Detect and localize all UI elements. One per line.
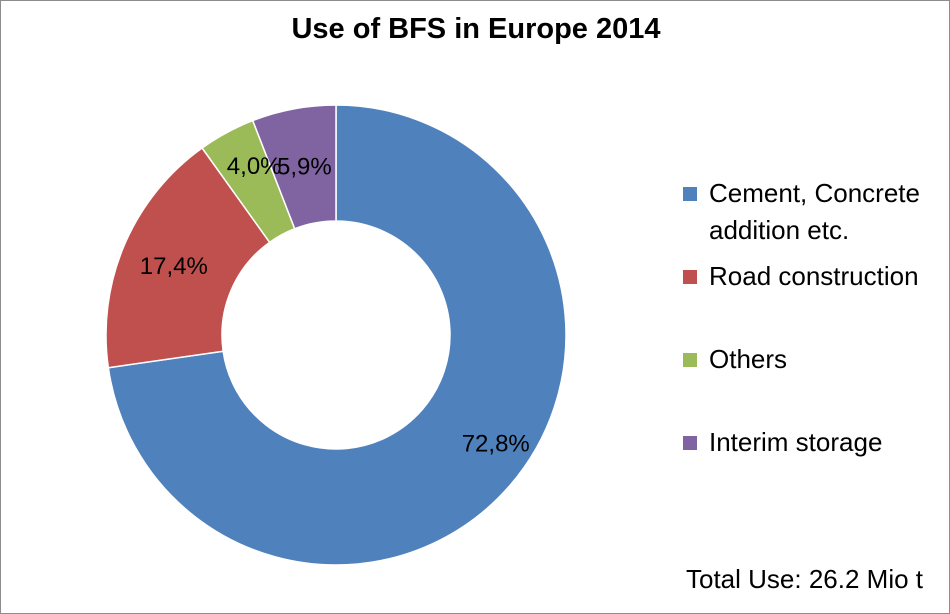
legend-swatch-cement bbox=[683, 187, 697, 201]
legend-swatch-road bbox=[683, 270, 697, 284]
donut-slice-road bbox=[105, 146, 271, 369]
donut-slice-interim bbox=[251, 104, 337, 230]
data-label-cement: 72,8% bbox=[462, 430, 530, 457]
data-label-others: 4,0% bbox=[227, 153, 282, 180]
total-use-annotation: Total Use: 26.2 Mio t bbox=[686, 564, 923, 594]
donut-slice-cement bbox=[107, 104, 567, 566]
legend-label-road: Road construction bbox=[709, 261, 919, 291]
data-label-interim: 5,9% bbox=[277, 153, 332, 180]
legend-label-cement: Cement, Concrete addition etc. bbox=[709, 178, 920, 245]
data-label-road: 17,4% bbox=[140, 253, 208, 280]
legend-label-interim: Interim storage bbox=[709, 427, 883, 457]
legend-swatch-others bbox=[683, 353, 697, 367]
legend-swatch-interim bbox=[683, 436, 697, 450]
legend-label-others: Others bbox=[709, 344, 788, 374]
chart-title: Use of BFS in Europe 2014 bbox=[291, 13, 661, 45]
